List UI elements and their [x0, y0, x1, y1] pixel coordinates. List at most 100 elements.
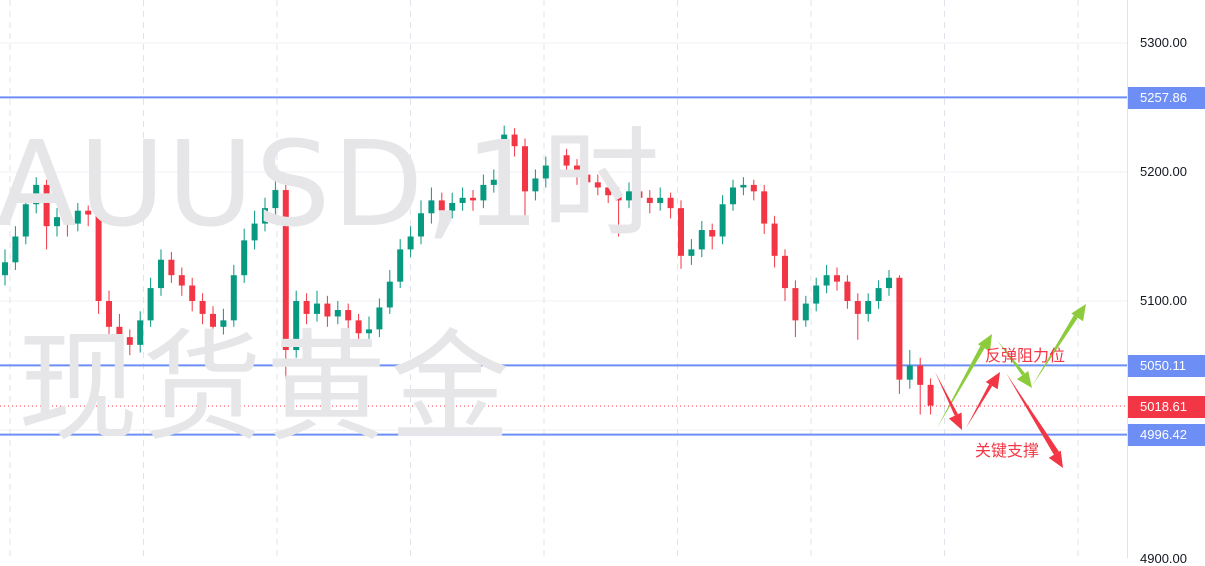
candle-body [709, 230, 716, 237]
candle [314, 290, 320, 322]
candle [522, 138, 528, 218]
candle [168, 251, 175, 283]
candle-body [33, 184, 40, 205]
candle-body [262, 208, 268, 224]
price-axis[interactable]: 5300.00 5200.00 5100.00 4900.00 5257.86 … [1127, 0, 1205, 566]
candle-body [730, 187, 736, 205]
candle [906, 350, 913, 389]
candle-body [688, 249, 695, 256]
candle-body [792, 288, 799, 321]
candle-body [43, 184, 50, 227]
candle-body [22, 204, 29, 237]
candle-body [886, 277, 892, 289]
candle [137, 311, 144, 353]
candle [74, 202, 81, 232]
candle-body [646, 197, 653, 203]
candle [719, 195, 726, 245]
candle-body [896, 277, 903, 380]
candle-body [147, 288, 154, 321]
candle-body [719, 204, 726, 237]
candle [615, 187, 622, 237]
candle [886, 270, 892, 296]
candle [220, 308, 227, 335]
candle-body [386, 281, 393, 308]
candle-body [366, 329, 372, 334]
arrow [966, 372, 1000, 428]
candle-body [178, 275, 185, 286]
level-lines [0, 96, 1127, 436]
candle-body [210, 313, 216, 327]
candle [178, 267, 185, 296]
candle [106, 290, 112, 340]
candle-body [158, 259, 164, 289]
candle-body [272, 190, 279, 209]
candle [927, 378, 934, 415]
candle [823, 264, 830, 294]
candle-body [844, 281, 851, 301]
candle [875, 280, 882, 309]
candle [376, 298, 383, 338]
candle-body [230, 275, 237, 321]
candle-body [667, 197, 674, 209]
candle [2, 249, 8, 286]
candle [511, 128, 518, 157]
candle-body [459, 197, 466, 203]
candle [646, 190, 653, 214]
candles [2, 125, 934, 415]
level-badge: 4996.42 [1128, 424, 1205, 446]
candle-body [116, 326, 123, 338]
candle [418, 200, 424, 245]
candle [251, 210, 258, 250]
candle [698, 221, 705, 258]
candle [688, 239, 695, 265]
candle-body [542, 165, 549, 179]
candle-body [802, 303, 809, 321]
candle [667, 192, 674, 219]
candle [230, 264, 237, 327]
candle [85, 205, 92, 227]
candle [272, 177, 279, 216]
candle [761, 184, 768, 234]
candle-body [449, 202, 456, 211]
candle-body [168, 259, 175, 276]
candle [709, 223, 716, 250]
candle [532, 169, 539, 201]
candle-body [563, 155, 570, 166]
candle-body [574, 165, 580, 175]
candle [33, 177, 40, 214]
last-price-badge: 5018.61 [1128, 396, 1205, 418]
candle [574, 159, 580, 185]
candle-body [906, 365, 913, 380]
candle-body [854, 301, 861, 314]
candle [917, 357, 924, 415]
candle-body [407, 236, 414, 250]
candle [334, 301, 341, 325]
candle [584, 166, 591, 191]
candle-body [95, 214, 102, 301]
candle [563, 148, 570, 175]
candle-body [85, 210, 92, 215]
candle-body [522, 146, 528, 192]
candle-body [293, 301, 300, 351]
annotation-support: 关键支撑 [975, 441, 1040, 460]
candle-body [251, 223, 258, 241]
candle [407, 226, 414, 258]
candle [366, 316, 372, 343]
candlestick-chart[interactable] [0, 0, 1127, 558]
candle [490, 169, 497, 193]
candle [844, 275, 851, 309]
candle-body [303, 301, 310, 314]
candle [282, 184, 289, 379]
candle [324, 295, 331, 327]
arrows [935, 304, 1086, 468]
candle [459, 187, 466, 211]
candle [834, 267, 840, 291]
candle-body [397, 249, 404, 282]
candle-body [698, 230, 705, 250]
candle-body [636, 191, 643, 198]
y-tick: 5300.00 [1140, 35, 1187, 50]
candle-body [626, 191, 632, 201]
candle-body [220, 320, 227, 327]
candle-body [678, 208, 684, 256]
candle [542, 156, 549, 188]
